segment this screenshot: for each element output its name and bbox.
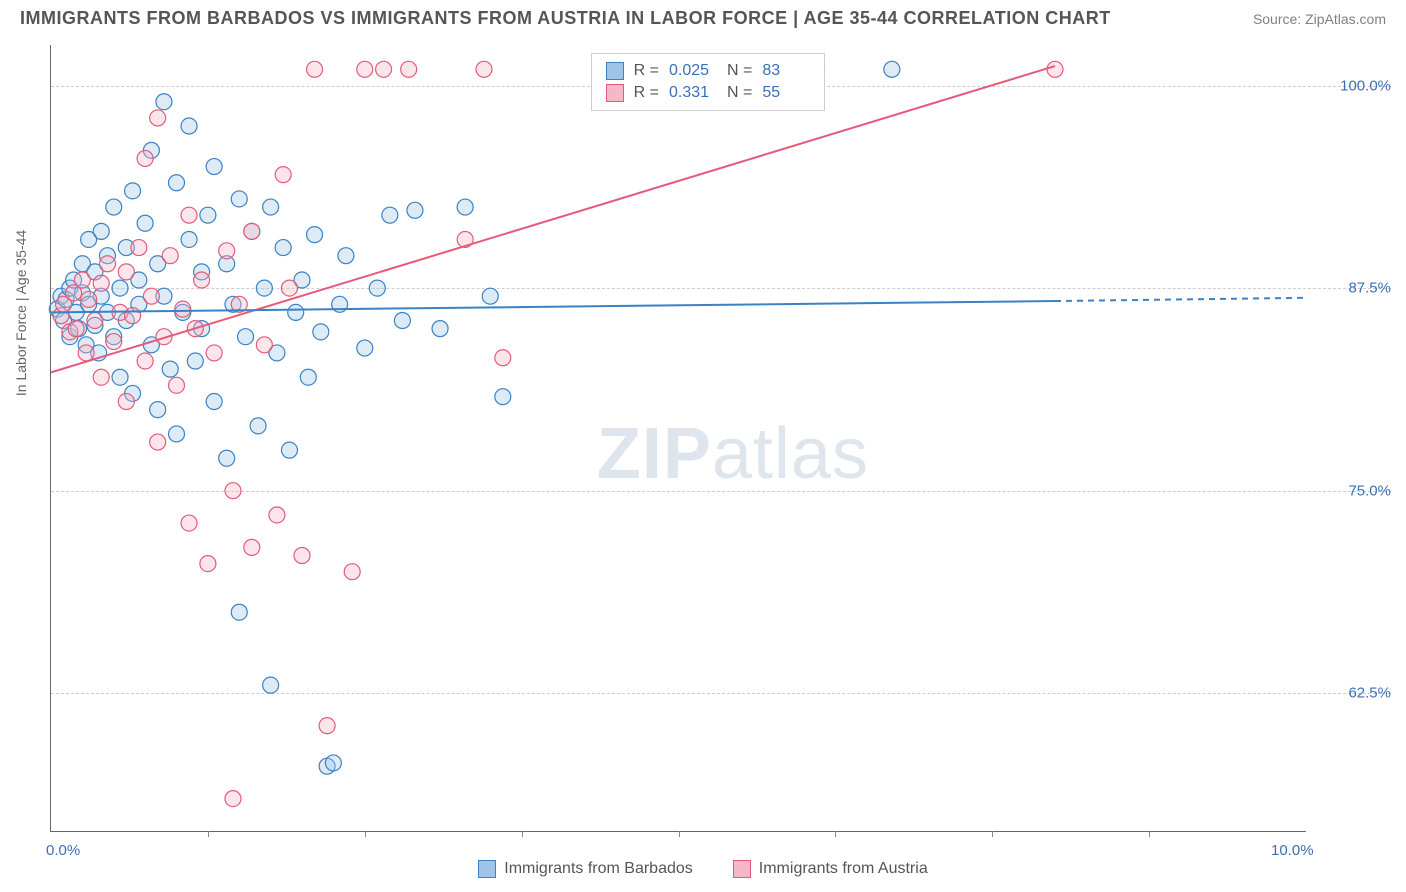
stats-row-barbados: R = 0.025 N = 83 [606,60,811,82]
y-tick-label: 62.5% [1311,685,1391,702]
swatch-austria [733,860,751,878]
swatch-barbados [478,860,496,878]
x-tick-label: 0.0% [46,842,80,859]
legend-item-austria: Immigrants from Austria [733,860,928,878]
bottom-legend: Immigrants from Barbados Immigrants from… [0,860,1406,878]
source-label: Source: ZipAtlas.com [1253,11,1386,27]
y-axis-title: In Labor Force | Age 35-44 [13,230,29,396]
y-tick-label: 100.0% [1311,77,1391,94]
y-tick-label: 87.5% [1311,280,1391,297]
legend-label: Immigrants from Austria [759,860,928,878]
legend-item-barbados: Immigrants from Barbados [478,860,693,878]
scatter-plot [51,45,1306,831]
y-tick-label: 75.0% [1311,482,1391,499]
x-tick-label: 10.0% [1271,842,1314,859]
stats-row-austria: R = 0.331 N = 55 [606,82,811,104]
legend-label: Immigrants from Barbados [504,860,693,878]
correlation-stats-box: R = 0.025 N = 83 R = 0.331 N = 55 [591,53,826,111]
chart-title: IMMIGRANTS FROM BARBADOS VS IMMIGRANTS F… [20,8,1111,29]
swatch-barbados [606,62,624,80]
swatch-austria [606,84,624,102]
chart-plot-area: In Labor Force | Age 35-44 62.5%75.0%87.… [50,45,1306,832]
